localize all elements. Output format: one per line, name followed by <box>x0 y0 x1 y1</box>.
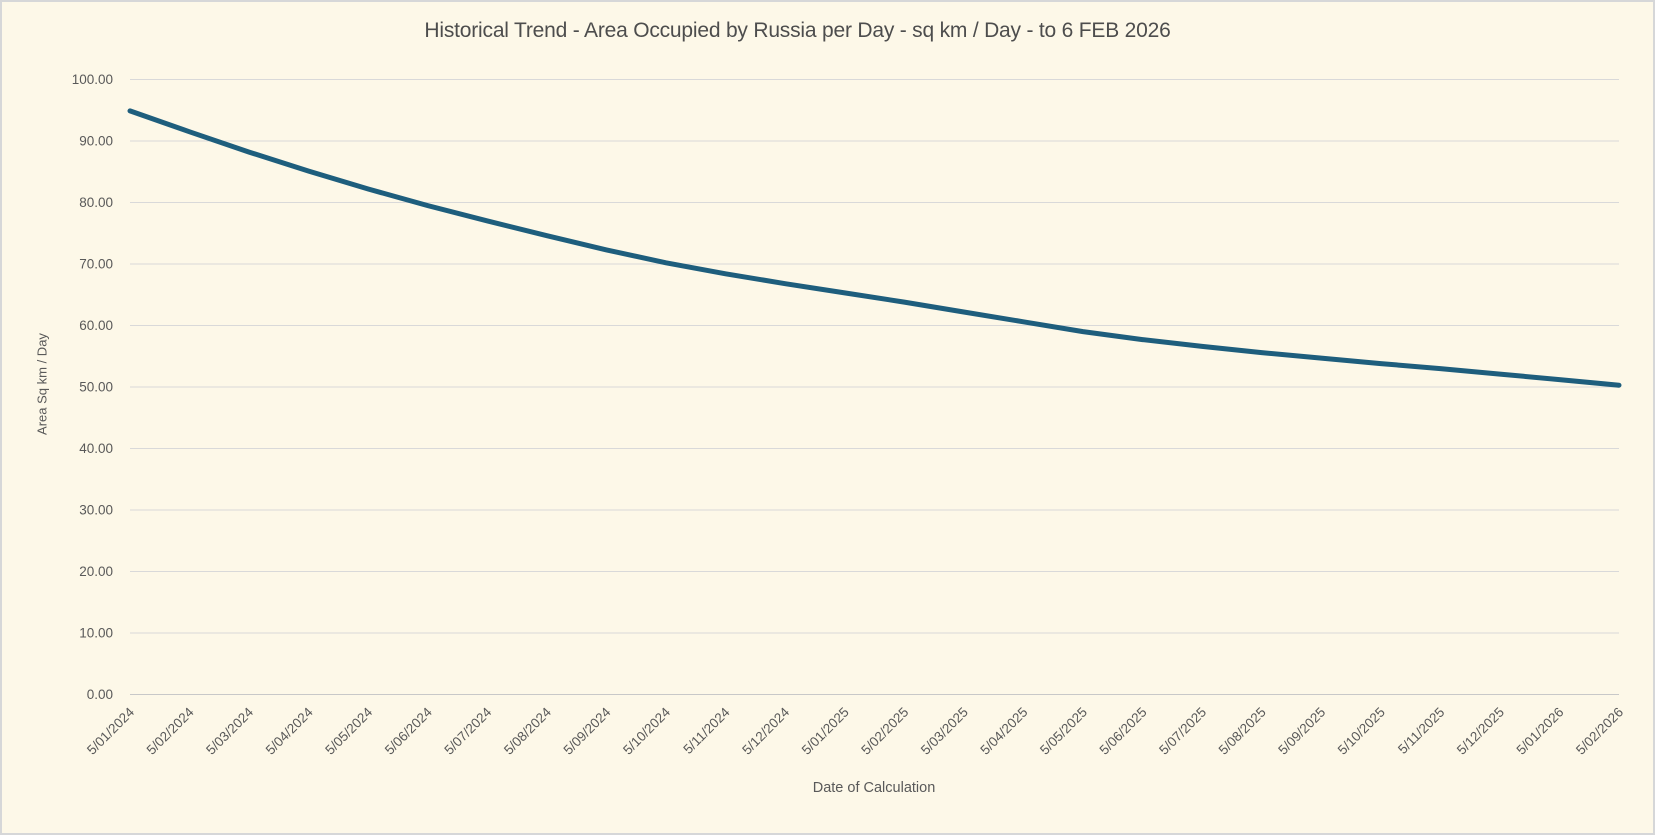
y-axis-tick-label: 10.00 <box>79 626 113 641</box>
x-axis-tick-label: 5/02/2024 <box>144 704 197 757</box>
x-axis-tick-label: 5/04/2025 <box>977 705 1030 758</box>
x-axis-tick-label: 5/01/2026 <box>1513 705 1566 758</box>
y-axis-tick-label: 90.00 <box>79 134 113 149</box>
x-axis-tick-label: 5/08/2025 <box>1216 705 1269 758</box>
y-axis-tick-label: 20.00 <box>79 564 113 579</box>
x-axis-tick-label: 5/11/2025 <box>1395 705 1447 757</box>
x-axis-tick-label: 5/05/2024 <box>322 704 375 757</box>
x-axis-tick-label: 5/01/2024 <box>84 704 137 757</box>
x-axis-tick-label: 5/11/2024 <box>680 704 733 757</box>
x-axis-tick-label: 5/08/2024 <box>501 704 554 757</box>
x-axis-tick-label: 5/09/2025 <box>1275 705 1328 758</box>
y-axis-tick-label: 40.00 <box>79 441 113 456</box>
y-axis-tick-label: 30.00 <box>79 503 113 518</box>
y-axis-tick-label: 50.00 <box>79 380 113 395</box>
x-axis-tick-label: 5/01/2025 <box>799 705 852 758</box>
x-axis-tick-label: 5/10/2024 <box>620 704 673 757</box>
y-axis-tick-label: 100.00 <box>72 72 113 87</box>
x-axis-title: Date of Calculation <box>812 780 936 796</box>
x-axis-tick-label: 5/10/2025 <box>1335 705 1388 758</box>
y-axis-tick-label: 80.00 <box>79 195 113 210</box>
x-axis-tick-label: 5/07/2025 <box>1156 705 1209 758</box>
chart-title: Historical Trend - Area Occupied by Russ… <box>424 19 1171 42</box>
x-axis-tick-label: 5/09/2024 <box>561 704 614 757</box>
x-axis-tick-label: 5/12/2025 <box>1454 705 1507 758</box>
y-axis-tick-label: 70.00 <box>79 257 113 272</box>
y-axis-tick-label: 60.00 <box>79 318 113 333</box>
x-axis-tick-label: 5/03/2025 <box>918 705 971 758</box>
x-axis-tick-label: 5/07/2024 <box>441 704 494 757</box>
x-axis-tick-label: 5/05/2025 <box>1037 705 1090 758</box>
x-axis-tick-label: 5/03/2024 <box>203 704 256 757</box>
x-axis-tick-label: 5/12/2024 <box>739 704 792 757</box>
x-axis-tick-label: 5/06/2025 <box>1097 705 1150 758</box>
x-axis-tick-label: 5/06/2024 <box>382 704 435 757</box>
trend-line-series <box>127 108 1622 388</box>
y-axis-tick-label: 0.00 <box>87 687 113 702</box>
x-axis-tick-label: 5/04/2024 <box>263 704 316 757</box>
x-axis-tick-label: 5/02/2026 <box>1573 705 1626 758</box>
x-axis-tick-label: 5/02/2025 <box>858 705 911 758</box>
